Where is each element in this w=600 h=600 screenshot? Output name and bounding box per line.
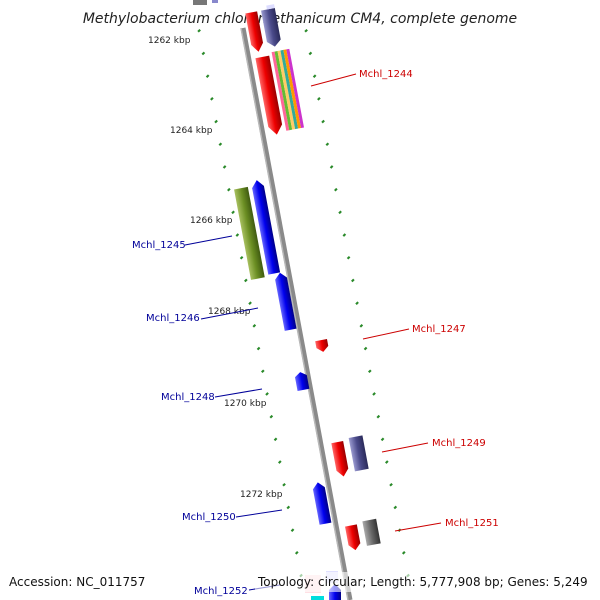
gene-label-mchl-1245[interactable]: Mchl_1245 xyxy=(132,240,186,251)
gene-top-forward-pair[interactable] xyxy=(245,4,283,53)
gene-label-mchl-1248[interactable]: Mchl_1248 xyxy=(161,392,215,403)
gene-label-mchl-1244[interactable]: Mchl_1244 xyxy=(359,69,413,80)
gene-label-mchl-1247[interactable]: Mchl_1247 xyxy=(412,324,466,335)
tick-dot xyxy=(265,392,269,396)
tick-dot xyxy=(231,210,235,215)
tick-dot xyxy=(235,233,240,237)
tick-dot xyxy=(304,28,308,33)
tick-dot xyxy=(355,301,359,305)
tick-dot xyxy=(273,437,278,442)
tick-dot xyxy=(308,51,313,56)
tick-dot xyxy=(380,437,385,442)
tick-dot xyxy=(218,142,223,147)
gene-label-mchl-1252[interactable]: Mchl_1252 xyxy=(194,586,248,597)
tick-label-1266: 1266 kbp xyxy=(190,216,233,226)
tick-dot xyxy=(282,482,286,487)
tick-dot xyxy=(248,301,252,305)
tick-dot xyxy=(359,324,364,328)
tick-dot xyxy=(372,392,376,396)
leader-lines xyxy=(184,73,442,591)
tick-dot xyxy=(401,551,406,555)
tick-dot xyxy=(317,97,321,101)
tick-dot xyxy=(222,165,227,169)
tick-dot xyxy=(261,369,265,374)
tick-dot xyxy=(312,74,317,78)
gene-label-mchl-1251[interactable]: Mchl_1251 xyxy=(445,518,499,529)
tick-dot xyxy=(286,505,291,510)
tick-label-1264: 1264 kbp xyxy=(170,126,213,136)
tick-label-1270: 1270 kbp xyxy=(224,399,267,409)
topology-text: Topology: circular; Length: 5,777,908 bp… xyxy=(257,575,588,589)
tick-label-1268: 1268 kbp xyxy=(208,307,251,317)
gene-mchl-1248[interactable] xyxy=(294,371,310,391)
partial-feature xyxy=(193,0,207,5)
tick-dot xyxy=(351,278,355,283)
tick-dot xyxy=(277,460,282,464)
tick-dot xyxy=(389,482,393,487)
tick-dot xyxy=(290,528,295,532)
genome-backbone xyxy=(240,27,353,600)
tick-dot xyxy=(368,369,372,374)
map-title: Methylobacterium chloromethanicum CM4, c… xyxy=(83,11,517,27)
tick-dot xyxy=(393,505,398,510)
tick-dot xyxy=(321,119,325,124)
tick-dot xyxy=(269,414,274,419)
tick-dot xyxy=(227,187,231,192)
tick-dot xyxy=(256,346,261,351)
gene-mchl-1249[interactable] xyxy=(331,435,369,477)
gene-mchl-1251[interactable] xyxy=(345,518,381,551)
tick-dot xyxy=(338,210,342,215)
tick-dot xyxy=(244,278,248,283)
gene-mchl-1244[interactable] xyxy=(255,48,304,136)
tick-dot xyxy=(363,346,368,351)
gene-mchl-1246[interactable] xyxy=(274,272,297,331)
backbone-highlight xyxy=(240,27,349,600)
partial-feature xyxy=(212,0,218,3)
gene-mchl-1250[interactable] xyxy=(312,481,332,525)
tick-dot xyxy=(342,233,347,237)
accession-text: Accession: NC_011757 xyxy=(9,575,145,589)
tick-dot xyxy=(201,51,206,56)
tick-dot xyxy=(239,255,244,260)
footer-left-bg xyxy=(0,572,160,592)
tick-dot xyxy=(346,255,351,260)
footer-right-bg xyxy=(255,572,600,592)
gene-mchl-1247[interactable] xyxy=(315,338,329,353)
tick-label-1272: 1272 kbp xyxy=(240,490,283,500)
tick-dot xyxy=(205,74,210,78)
tick-dot xyxy=(197,28,201,33)
tick-dot xyxy=(329,165,334,169)
gene-label-mchl-1246[interactable]: Mchl_1246 xyxy=(146,313,200,324)
tick-dot xyxy=(210,97,214,101)
tick-dot xyxy=(252,324,257,328)
tick-dot xyxy=(334,187,338,192)
tick-label-1262: 1262 kbp xyxy=(148,36,191,46)
tick-marks xyxy=(197,28,410,578)
tick-dot xyxy=(214,119,218,124)
gene-label-mchl-1250[interactable]: Mchl_1250 xyxy=(182,512,236,523)
tick-dot xyxy=(376,414,381,419)
tick-dot xyxy=(384,460,389,464)
tick-dot xyxy=(325,142,330,147)
gene-mchl-1245[interactable] xyxy=(233,179,281,280)
gene-label-mchl-1249[interactable]: Mchl_1249 xyxy=(432,438,486,449)
tick-dot xyxy=(294,551,299,555)
